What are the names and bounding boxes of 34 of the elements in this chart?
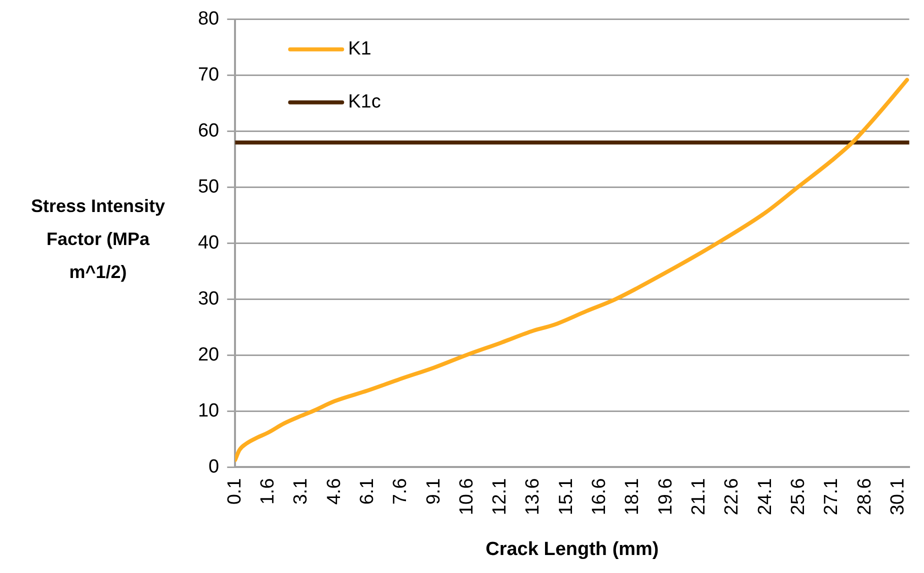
x-tick-label: 7.6 xyxy=(390,478,412,505)
legend-label: K1 xyxy=(348,38,372,60)
y-tick-label: 50 xyxy=(198,176,220,198)
x-tick-label: 4.6 xyxy=(324,478,345,505)
x-tick-label: 9.1 xyxy=(423,478,444,505)
x-tick-label: 15.1 xyxy=(556,478,577,516)
y-tick-label: 0 xyxy=(208,456,220,478)
x-tick-label: 0.1 xyxy=(224,478,246,505)
x-tick-label: 21.1 xyxy=(688,478,710,516)
x-tick-label: 10.6 xyxy=(456,478,478,516)
legend-label: K1c xyxy=(348,92,381,113)
x-tick-label: 18.1 xyxy=(622,478,644,516)
x-tick-label: 28.6 xyxy=(854,478,876,516)
x-tick-label: 24.1 xyxy=(754,478,776,516)
x-tick-label: 13.6 xyxy=(522,478,544,516)
y-tick-label: 20 xyxy=(198,344,220,366)
y-tick-label: 10 xyxy=(198,400,220,422)
x-tick-label: 22.6 xyxy=(722,478,743,516)
x-tick-label: 25.6 xyxy=(788,478,809,516)
y-tick-label: 30 xyxy=(198,288,220,310)
x-tick-label: 3.1 xyxy=(290,478,312,505)
x-tick-label: 16.6 xyxy=(589,478,610,516)
y-tick-label: 80 xyxy=(198,8,220,30)
x-tick-label: 1.6 xyxy=(258,478,279,505)
y-tick-label: 70 xyxy=(198,64,220,86)
x-tick-label: 30.1 xyxy=(887,478,908,516)
y-axis-title: Stress Intensity Factor (MPa m^1/2) xyxy=(30,195,166,284)
x-tick-label: 12.1 xyxy=(490,478,511,516)
y-tick-label: 40 xyxy=(198,232,220,254)
x-axis-title: Crack Length (mm) xyxy=(486,538,659,560)
x-tick-label: 6.1 xyxy=(356,478,378,505)
x-tick-label: 19.6 xyxy=(655,478,676,516)
y-tick-label: 60 xyxy=(198,120,220,142)
x-tick-label: 27.1 xyxy=(821,478,842,516)
